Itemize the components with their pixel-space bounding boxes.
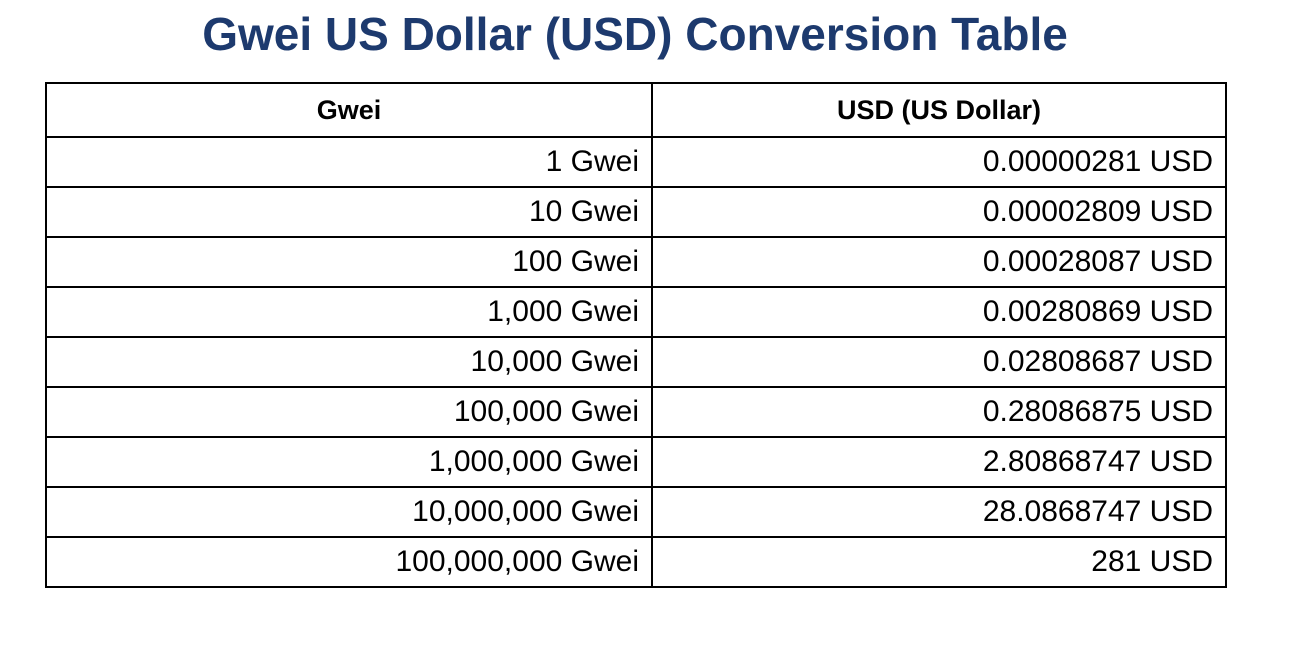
usd-cell: 2.80868747 USD [651,436,1227,488]
gwei-cell: 100,000 Gwei [45,386,653,438]
gwei-cell: 100,000,000 Gwei [45,536,653,588]
table-row: 10,000,000 Gwei 28.0868747 USD [45,486,1227,538]
usd-cell: 281 USD [651,536,1227,588]
conversion-table: Gwei USD (US Dollar) 1 Gwei 0.00000281 U… [45,82,1227,588]
gwei-cell: 1 Gwei [45,136,653,188]
table-row: 10,000 Gwei 0.02808687 USD [45,336,1227,388]
usd-cell: 0.02808687 USD [651,336,1227,388]
column-header-gwei: Gwei [45,82,653,138]
gwei-cell: 10,000 Gwei [45,336,653,388]
table-row: 100 Gwei 0.00028087 USD [45,236,1227,288]
table-row: 1 Gwei 0.00000281 USD [45,136,1227,188]
usd-cell: 0.00280869 USD [651,286,1227,338]
usd-cell: 0.00028087 USD [651,236,1227,288]
table-row: 1,000,000 Gwei 2.80868747 USD [45,436,1227,488]
table-row: 100,000,000 Gwei 281 USD [45,536,1227,588]
usd-cell: 0.00000281 USD [651,136,1227,188]
gwei-cell: 10,000,000 Gwei [45,486,653,538]
table-header-row: Gwei USD (US Dollar) [45,82,1227,138]
table-row: 100,000 Gwei 0.28086875 USD [45,386,1227,438]
page-title: Gwei US Dollar (USD) Conversion Table [202,8,1068,60]
gwei-cell: 1,000 Gwei [45,286,653,338]
table-row: 10 Gwei 0.00002809 USD [45,186,1227,238]
gwei-cell: 10 Gwei [45,186,653,238]
gwei-cell: 100 Gwei [45,236,653,288]
gwei-cell: 1,000,000 Gwei [45,436,653,488]
usd-cell: 0.28086875 USD [651,386,1227,438]
column-header-usd: USD (US Dollar) [651,82,1227,138]
usd-cell: 28.0868747 USD [651,486,1227,538]
usd-cell: 0.00002809 USD [651,186,1227,238]
table-row: 1,000 Gwei 0.00280869 USD [45,286,1227,338]
